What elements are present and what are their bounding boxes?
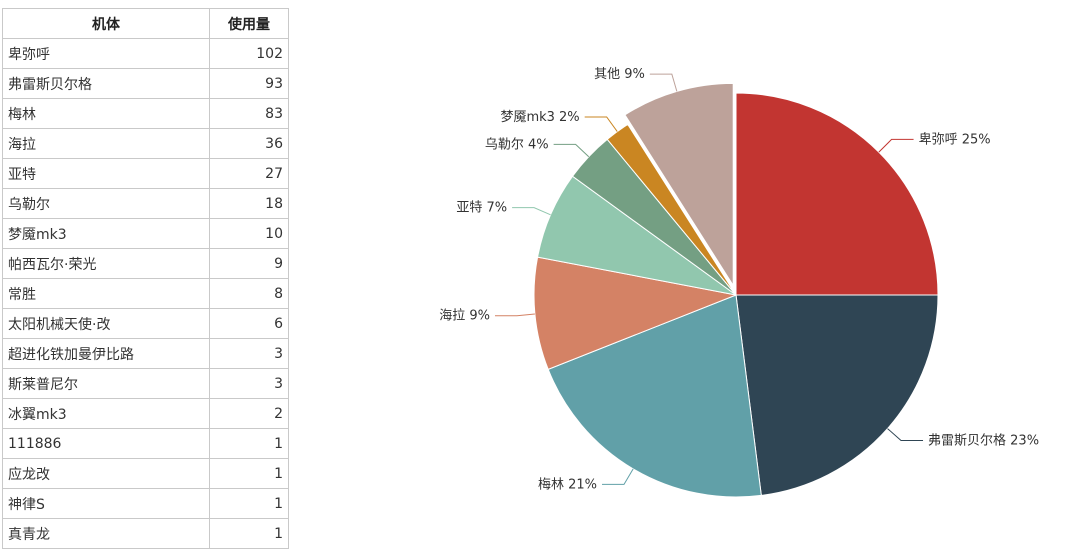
model-name-cell: 乌勒尔 [2, 188, 210, 219]
usage-count-cell: 1 [209, 518, 289, 549]
pie-slice [547, 294, 762, 498]
usage-count-cell: 102 [209, 38, 289, 69]
table-row: 太阳机械天使·改 6 [2, 308, 289, 339]
usage-count-cell: 83 [209, 98, 289, 129]
table-row: 111886 1 [2, 428, 289, 459]
table-row: 真青龙 1 [2, 518, 289, 549]
usage-count-cell: 18 [209, 188, 289, 219]
label-leader-line [649, 73, 678, 92]
model-name-cell: 梅林 [2, 98, 210, 129]
pie-slice [624, 82, 734, 288]
model-name-cell: 应龙改 [2, 458, 210, 489]
table-row: 冰翼mk3 2 [2, 398, 289, 429]
table-row: 弗雷斯贝尔格 93 [2, 68, 289, 99]
model-name-cell: 太阳机械天使·改 [2, 308, 210, 339]
slice-label: 梦魇mk3 2% [500, 110, 579, 125]
table-row: 斯莱普尼尔 3 [2, 368, 289, 399]
label-leader-line [584, 116, 618, 132]
table-row: 梅林 83 [2, 98, 289, 129]
label-leader-line [602, 468, 634, 485]
usage-table: 机体 使用量 卑弥呼 102 弗雷斯贝尔格 93 梅林 83 海拉 36 亚特 27 乌勒尔 18 梦魇… [2, 8, 289, 549]
pie-slice [735, 294, 939, 496]
pie-slice [735, 92, 939, 296]
table-row: 海拉 36 [2, 128, 289, 159]
model-name-cell: 海拉 [2, 128, 210, 159]
usage-count-cell: 3 [209, 368, 289, 399]
slice-label: 亚特 7% [456, 201, 507, 216]
usage-count-cell: 1 [209, 428, 289, 459]
slice-label: 海拉 9% [439, 309, 490, 324]
model-name-cell: 梦魇mk3 [2, 218, 210, 249]
label-leader-line [494, 313, 535, 317]
slice-label: 卑弥呼 25% [919, 131, 991, 147]
label-leader-line [878, 138, 914, 153]
label-leader-line [553, 143, 590, 158]
table-row: 常胜 8 [2, 278, 289, 309]
model-name-cell: 亚特 [2, 158, 210, 189]
table-header-row: 机体 使用量 [2, 8, 289, 39]
usage-count-cell: 10 [209, 218, 289, 249]
slice-label: 弗雷斯贝尔格 23% [928, 432, 1039, 448]
slice-label: 乌勒尔 4% [485, 136, 549, 152]
model-name-cell: 斯莱普尼尔 [2, 368, 210, 399]
table-row: 帕西瓦尔·荣光 9 [2, 248, 289, 279]
table-row: 梦魇mk3 10 [2, 218, 289, 249]
usage-count-cell: 27 [209, 158, 289, 189]
model-name-cell: 常胜 [2, 278, 210, 309]
slice-label: 其他 9% [594, 67, 645, 82]
usage-count-cell: 36 [209, 128, 289, 159]
model-name-cell: 冰翼mk3 [2, 398, 210, 429]
slice-label: 梅林 21% [538, 477, 597, 492]
usage-count-cell: 1 [209, 488, 289, 519]
table-body: 卑弥呼 102 弗雷斯贝尔格 93 梅林 83 海拉 36 亚特 27 乌勒尔 18 梦魇mk3 10 帕西… [2, 38, 289, 549]
table-row: 超进化铁加曼伊比路 3 [2, 338, 289, 369]
table-row: 乌勒尔 18 [2, 188, 289, 219]
model-name-cell: 真青龙 [2, 518, 210, 549]
table-row: 亚特 27 [2, 158, 289, 189]
model-name-cell: 帕西瓦尔·荣光 [2, 248, 210, 279]
usage-count-cell: 2 [209, 398, 289, 429]
model-name-cell: 超进化铁加曼伊比路 [2, 338, 210, 369]
usage-count-cell: 6 [209, 308, 289, 339]
label-leader-line [887, 428, 924, 441]
column-header-usage: 使用量 [209, 8, 289, 39]
usage-count-cell: 93 [209, 68, 289, 99]
label-leader-line [512, 207, 551, 216]
column-header-model: 机体 [2, 8, 210, 39]
